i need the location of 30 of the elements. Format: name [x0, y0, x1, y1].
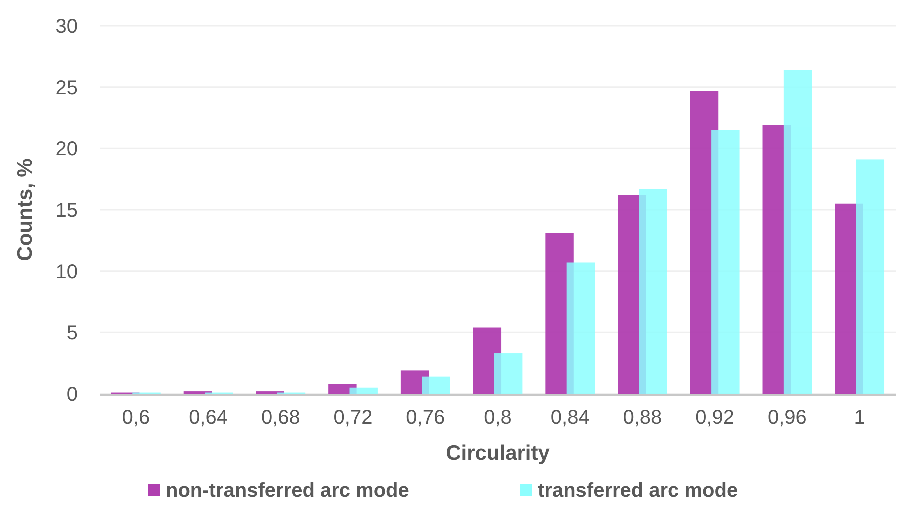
x-tick-label: 0,92	[696, 407, 735, 429]
bar	[784, 70, 812, 394]
x-axis-title: Circularity	[446, 442, 550, 465]
y-tick-label: 5	[66, 322, 78, 345]
x-tick-label: 0,8	[484, 407, 512, 429]
y-tick-label: 25	[56, 77, 78, 100]
x-tick-label: 0,72	[334, 407, 373, 429]
y-tick-label: 15	[56, 200, 78, 222]
x-tick-label: 1	[854, 407, 866, 429]
bar	[494, 354, 523, 394]
bar	[856, 160, 885, 394]
bar	[422, 376, 450, 394]
x-tick-label: 0,6	[122, 407, 150, 429]
x-tick-label: 0,96	[768, 407, 807, 429]
y-axis-title: Counts, %	[14, 158, 37, 262]
x-tick-label: 0,76	[406, 407, 446, 429]
y-tick-label: 10	[56, 261, 78, 284]
x-tick-label: 0,84	[550, 407, 590, 429]
legend-label: non-transferred arc mode	[166, 480, 410, 502]
bar	[350, 388, 378, 394]
x-tick-label: 0,88	[623, 407, 662, 429]
y-tick-label: 30	[56, 16, 78, 38]
legend-label: transferred arc mode	[538, 480, 738, 502]
bar	[712, 130, 740, 394]
y-tick-label: 20	[56, 138, 78, 161]
bar	[639, 189, 668, 394]
x-tick-label: 0,64	[189, 407, 228, 429]
x-tick-label: 0,68	[261, 407, 300, 429]
bar	[566, 262, 596, 394]
y-tick-label: 0	[66, 384, 78, 406]
